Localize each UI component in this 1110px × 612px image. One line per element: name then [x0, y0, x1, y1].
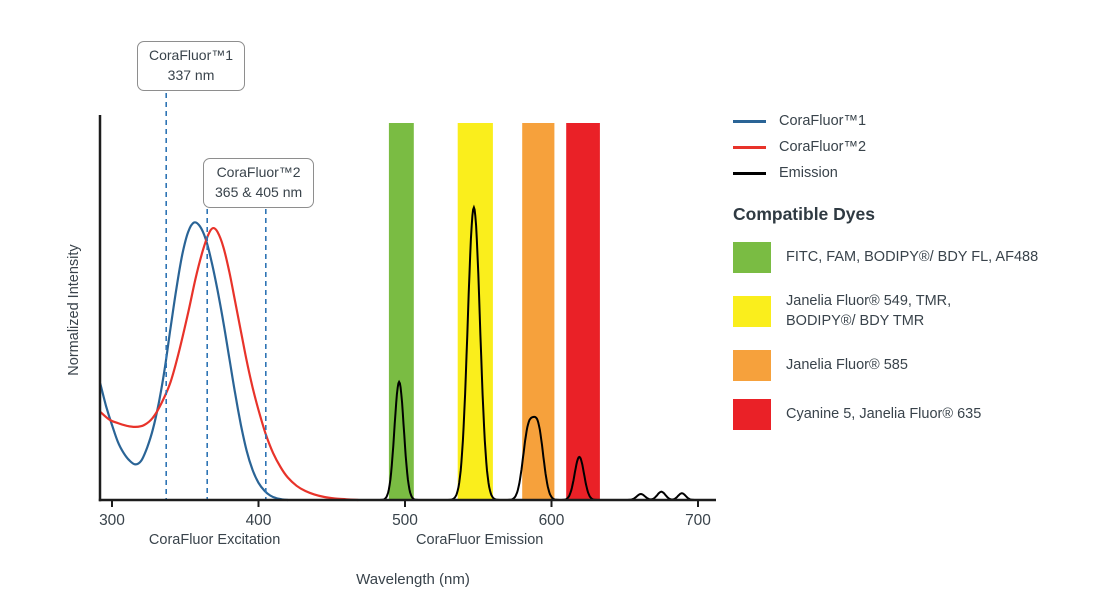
legend-label: CoraFluor™1: [779, 113, 867, 129]
dye-item-green: FITC, FAM, BODIPY®/ BDY FL, AF488: [733, 242, 1103, 273]
legend-line-sample: [733, 119, 766, 123]
x-tick-label: 600: [539, 512, 565, 529]
x-tick-label: 500: [392, 512, 418, 529]
dye-label-line: BODIPY®/ BDY TMR: [786, 313, 925, 330]
dye-label: Janelia Fluor® 585: [786, 355, 908, 375]
dye-label: FITC, FAM, BODIPY®/ BDY FL, AF488: [786, 247, 1038, 267]
callout-corafluor1-337nm: CoraFluor™1 337 nm: [137, 41, 246, 91]
dye-item-yellow: Janelia Fluor® 549, TMR, BODIPY®/ BDY TM…: [733, 291, 1103, 332]
legend-panel: CoraFluor™1 CoraFluor™2 Emission Compati…: [733, 108, 1103, 448]
band-cy5-jf635: [566, 123, 600, 500]
dye-label-line: Janelia Fluor® 585: [786, 356, 908, 373]
dye-label-line: Janelia Fluor® 549, TMR,: [786, 293, 952, 309]
callout-value: 365 & 405 nm: [215, 183, 303, 200]
legend-line-sample: [733, 171, 766, 175]
corafluor1-excitation-curve: [99, 221, 289, 502]
dye-label-line: Cyanine 5, Janelia Fluor® 635: [786, 405, 982, 422]
compatible-dyes-title: Compatible Dyes: [733, 204, 875, 224]
x-axis-sublabel: CoraFluor Excitation: [149, 532, 280, 548]
legend: CoraFluor™1 CoraFluor™2 Emission: [733, 108, 1103, 186]
dye-swatch-yellow: [733, 295, 771, 327]
y-axis-label: Normalized Intensity: [66, 244, 82, 376]
x-tick-label: 700: [685, 512, 711, 529]
legend-item-emission: Emission: [733, 160, 1103, 186]
legend-label: CoraFluor™2: [779, 139, 867, 155]
spectra-chart-svg: 300 400 500 600 700 CoraFluor Excitation CoraF…: [66, 84, 716, 588]
legend-label: Emission: [779, 165, 838, 181]
dye-swatch-orange: [733, 349, 771, 381]
legend-item-corafluor1: CoraFluor™1: [733, 108, 1103, 134]
legend-item-corafluor2: CoraFluor™2: [733, 134, 1103, 160]
x-tick-label: 400: [246, 512, 272, 529]
corafluor2-excitation-curve: [99, 226, 360, 502]
x-axis-label: Wavelength (nm): [356, 571, 470, 588]
x-tick-label: 300: [99, 512, 125, 529]
dye-label-line: FITC, FAM, BODIPY®/ BDY FL, AF488: [786, 249, 1039, 266]
dye-swatch-green: [733, 242, 771, 273]
callout-title: CoraFluor™1: [149, 47, 234, 63]
dye-item-orange: Janelia Fluor® 585: [733, 349, 1103, 381]
dye-swatch-red: [733, 398, 771, 430]
band-jf585: [522, 123, 555, 500]
callout-title: CoraFluor™2: [216, 164, 301, 180]
callout-corafluor2-365-405nm: CoraFluor™2 365 & 405 nm: [203, 158, 315, 208]
spectra-chart: 300 400 500 600 700 CoraFluor Excitation CoraF…: [66, 84, 716, 588]
dye-item-red: Cyanine 5, Janelia Fluor® 635: [733, 398, 1103, 430]
dye-label: Cyanine 5, Janelia Fluor® 635: [786, 404, 981, 424]
legend-line-sample: [733, 145, 766, 149]
x-axis-sublabel: CoraFluor Emission: [416, 532, 543, 548]
dye-label: Janelia Fluor® 549, TMR, BODIPY®/ BDY TM…: [786, 291, 951, 332]
callout-value: 337 nm: [167, 66, 215, 83]
